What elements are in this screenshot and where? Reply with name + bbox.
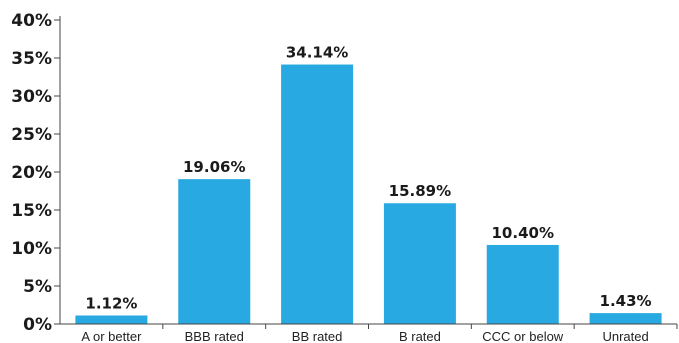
y-tick-label: 35%	[11, 49, 52, 69]
data-label: 15.89%	[389, 182, 451, 200]
data-label: 10.40%	[492, 224, 554, 242]
bars	[75, 64, 662, 324]
bar	[589, 313, 662, 324]
x-tick-label: BBB rated	[185, 329, 244, 343]
x-tick-label: B rated	[399, 329, 441, 343]
y-tick-label: 10%	[11, 239, 52, 259]
y-tick-label: 30%	[11, 87, 52, 107]
data-labels: 1.12% 19.06% 34.14% 15.89% 10.40% 1.43%	[85, 44, 651, 313]
y-tick-label: 15%	[11, 201, 52, 221]
bar	[178, 179, 251, 324]
data-label: 1.12%	[85, 294, 137, 312]
data-label: 1.43%	[600, 292, 652, 310]
y-tick-label: 0%	[23, 315, 52, 335]
x-tick-label: Unrated	[602, 329, 648, 343]
x-tick-label: A or better	[81, 329, 142, 343]
y-tick-label: 20%	[11, 163, 52, 183]
data-label: 34.14%	[286, 44, 348, 62]
bar	[486, 244, 559, 324]
bar	[281, 64, 354, 324]
y-tick-label: 5%	[23, 277, 52, 297]
y-tick-label: 40%	[11, 11, 52, 31]
x-tick-label: BB rated	[292, 329, 343, 343]
y-tick-label: 25%	[11, 125, 52, 145]
y-axis-ticks: 0% 5% 10% 15% 20% 25% 30% 35% 40%	[11, 11, 60, 335]
bar	[383, 203, 456, 324]
x-axis-ticks: A or better BBB rated BB rated B rated CCC o…	[81, 324, 678, 343]
bar	[75, 315, 148, 324]
data-label: 19.06%	[183, 158, 245, 176]
x-tick-label: CCC or below	[482, 329, 564, 343]
